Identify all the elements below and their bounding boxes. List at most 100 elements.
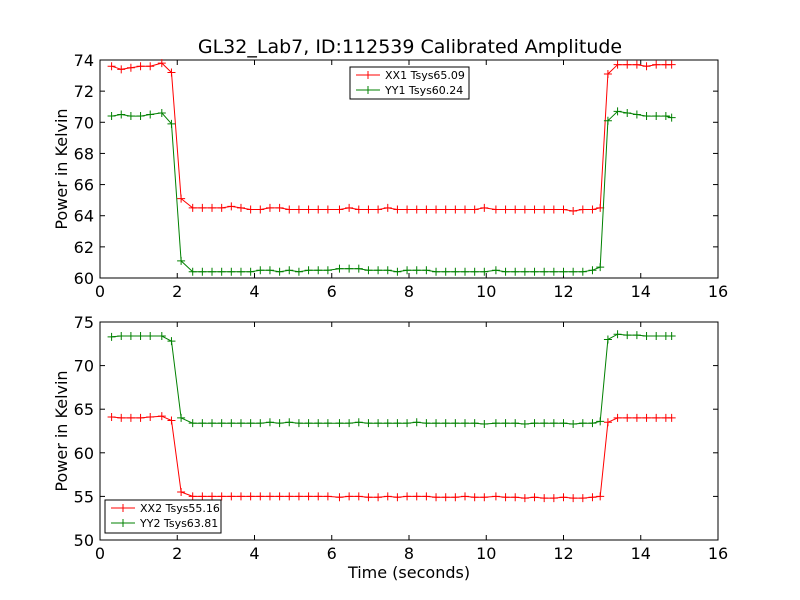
- top-series-0-point: [157, 59, 166, 68]
- top-series-1-point: [569, 267, 578, 276]
- top-series-0-point: [588, 205, 597, 214]
- bottom-series-1-point: [422, 419, 431, 428]
- top-y-tick-label: 62: [74, 238, 94, 257]
- bottom-series-1-point: [217, 419, 226, 428]
- bottom-series-0-point: [294, 492, 303, 501]
- bottom-series-1-point: [623, 331, 632, 340]
- top-series-0-point: [136, 62, 145, 71]
- top-y-tick-label: 72: [74, 82, 94, 101]
- top-series-1-point: [236, 267, 245, 276]
- top-series-0-point: [227, 202, 236, 211]
- top-x-tick-label: 16: [708, 282, 728, 301]
- top-series-0-point: [603, 70, 612, 79]
- bottom-series-0-point: [146, 413, 155, 422]
- top-series-1-point: [285, 266, 294, 275]
- top-series-1-point: [345, 264, 354, 273]
- bottom-legend-label: XX2 Tsys55.16: [140, 502, 220, 515]
- bottom-series-0-point: [642, 413, 651, 422]
- bottom-series-1-point: [354, 418, 363, 427]
- bottom-series-0-point: [432, 493, 441, 502]
- top-series-0-point: [323, 205, 332, 214]
- bottom-series-1-point: [540, 419, 549, 428]
- top-series-1-point: [588, 266, 597, 275]
- bottom-series-0-point: [275, 492, 284, 501]
- bottom-legend-label: YY2 Tsys63.81: [139, 517, 218, 530]
- bottom-series-0-point: [107, 413, 116, 422]
- bottom-series-1-point: [246, 419, 255, 428]
- top-legend-label: XX1 Tsys65.09: [385, 69, 465, 82]
- top-series-1-point: [623, 108, 632, 117]
- top-series-0-point: [470, 205, 479, 214]
- bottom-series-1-point: [520, 420, 529, 429]
- bottom-series-0-point: [323, 492, 332, 501]
- top-series-1-point: [354, 264, 363, 273]
- bottom-series-0-point: [198, 492, 207, 501]
- top-series-0-point: [613, 60, 622, 69]
- bottom-series-0-point: [540, 494, 549, 503]
- top-series-0-point: [549, 205, 558, 214]
- top-series-0-point: [393, 205, 402, 214]
- top-x-tick-label: 14: [631, 282, 651, 301]
- bottom-series-1-point: [126, 331, 135, 340]
- top-series-0-point: [461, 205, 470, 214]
- top-series-1-point: [501, 267, 510, 276]
- bottom-series-1-point: [603, 335, 612, 344]
- top-series-1-point: [441, 267, 450, 276]
- top-series-0-point: [294, 205, 303, 214]
- bottom-series-0-point: [578, 494, 587, 503]
- bottom-series-0-point: [304, 492, 313, 501]
- bottom-series-1-point: [117, 331, 126, 340]
- bottom-series-1-point: [412, 418, 421, 427]
- bottom-series-0-point: [354, 492, 363, 501]
- bottom-series-0-point: [530, 493, 539, 502]
- top-series-0-point: [511, 205, 520, 214]
- bottom-series-1-point: [364, 419, 373, 428]
- top-series-1-point: [661, 112, 670, 121]
- top-y-tick-label: 66: [74, 176, 94, 195]
- top-series-0-point: [559, 205, 568, 214]
- top-series-1-point: [304, 266, 313, 275]
- top-y-tick-label: 68: [74, 144, 94, 163]
- bottom-x-tick-label: 12: [553, 544, 573, 563]
- top-series-0-point: [374, 205, 383, 214]
- top-series-0-point: [480, 203, 489, 212]
- top-x-tick-label: 4: [249, 282, 259, 301]
- bottom-series-1-point: [578, 419, 587, 428]
- bottom-series-0-point: [157, 412, 166, 421]
- bottom-series-1-point: [285, 418, 294, 427]
- bottom-series-0-point: [412, 492, 421, 501]
- top-series-1-point: [652, 112, 661, 121]
- top-series-0-point: [236, 203, 245, 212]
- top-y-tick-label: 70: [74, 113, 94, 132]
- top-series-0-point: [117, 65, 126, 74]
- top-series-0-point: [578, 205, 587, 214]
- bottom-series-0-point: [511, 493, 520, 502]
- bottom-series-1-point: [596, 417, 605, 426]
- top-y-axis-label: Power in Kelvin: [52, 108, 71, 229]
- bottom-series-1-point: [236, 419, 245, 428]
- top-series-1-point: [275, 267, 284, 276]
- top-legend-marker: [364, 71, 372, 79]
- bottom-series-1-point: [501, 419, 510, 428]
- top-series-1-point: [559, 267, 568, 276]
- top-series-0-point: [188, 203, 197, 212]
- top-series-1-point: [227, 267, 236, 276]
- top-series-1-point: [265, 266, 274, 275]
- top-series-1-point: [364, 266, 373, 275]
- bottom-series-1-point: [136, 331, 145, 340]
- top-series-0-point: [335, 205, 344, 214]
- bottom-series-0-point: [549, 494, 558, 503]
- bottom-series-1-point: [613, 330, 622, 339]
- bottom-y-tick-label: 50: [74, 531, 94, 550]
- bottom-series-0-point: [188, 492, 197, 501]
- bottom-series-1-point: [227, 419, 236, 428]
- bottom-series-1-point: [146, 331, 155, 340]
- bottom-series-1-point: [107, 332, 116, 341]
- bottom-series-0-point: [136, 413, 145, 422]
- top-x-tick-label: 0: [95, 282, 105, 301]
- top-series-0-point: [265, 203, 274, 212]
- top-series-0-point: [569, 207, 578, 216]
- top-series-1-point: [578, 267, 587, 276]
- bottom-series-1-point: [208, 419, 217, 428]
